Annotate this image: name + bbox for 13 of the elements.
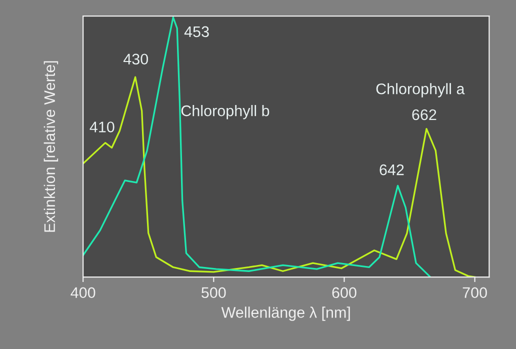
annotation: Chlorophyll a — [376, 83, 465, 98]
y-axis-title: Extinktion [relative Werte] — [44, 61, 58, 232]
annotation: 662 — [412, 109, 436, 120]
annotation: 642 — [380, 164, 404, 176]
x-tick-label: 400 — [70, 287, 96, 298]
x-tick-label: 500 — [202, 287, 226, 298]
annotation: 430 — [123, 54, 148, 65]
x-tick-label: 700 — [462, 287, 487, 298]
annotation: 410 — [90, 122, 114, 132]
x-axis-title: Wellenlänge λ [nm] — [221, 306, 350, 321]
annotation: Chlorophyll b — [181, 105, 270, 120]
annotation: 453 — [184, 26, 209, 38]
x-tick-label: 600 — [332, 287, 356, 298]
